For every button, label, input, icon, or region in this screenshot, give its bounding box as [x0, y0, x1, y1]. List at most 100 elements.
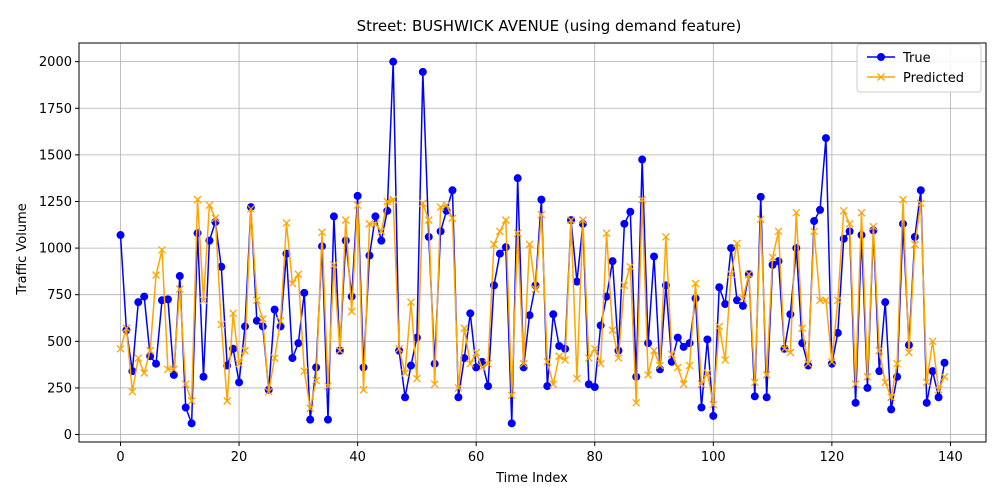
- series-predicted: [116, 195, 949, 413]
- predicted-point: [750, 378, 759, 387]
- predicted-point: [774, 227, 783, 236]
- true-point: [270, 305, 279, 314]
- true-point: [276, 322, 285, 331]
- true-point: [679, 342, 688, 351]
- predicted-point: [430, 380, 439, 389]
- y-tick-label: 250: [47, 381, 72, 396]
- predicted-point: [300, 367, 309, 376]
- predicted-point: [282, 218, 291, 227]
- predicted-point: [418, 199, 427, 208]
- predicted-point: [644, 370, 653, 379]
- true-point: [816, 205, 825, 214]
- true-point: [513, 174, 522, 183]
- axes-frame: [78, 42, 987, 443]
- true-point: [306, 415, 315, 424]
- series-line-predicted: [119, 198, 946, 410]
- legend: True Predicted: [856, 43, 982, 93]
- predicted-point: [744, 270, 753, 279]
- true-point: [875, 367, 884, 376]
- predicted-point: [347, 307, 356, 316]
- predicted-point: [466, 359, 475, 368]
- predicted-point: [122, 324, 131, 333]
- predicted-point: [804, 359, 813, 368]
- predicted-point: [264, 387, 273, 396]
- predicted-point: [229, 309, 238, 318]
- predicted-point: [893, 359, 902, 368]
- true-point: [187, 419, 196, 428]
- predicted-point: [175, 285, 184, 294]
- predicted-point: [655, 361, 664, 370]
- predicted-point: [910, 240, 919, 249]
- true-point: [851, 398, 860, 407]
- true-point: [377, 236, 386, 245]
- predicted-point: [673, 363, 682, 372]
- predicted-point: [436, 203, 445, 212]
- grid: [79, 43, 986, 442]
- true-point: [448, 186, 457, 195]
- predicted-point: [709, 400, 718, 409]
- predicted-point: [223, 397, 232, 405]
- true-point: [140, 292, 149, 301]
- predicted-point: [318, 228, 327, 237]
- true-point: [655, 365, 664, 374]
- predicted-point: [241, 346, 249, 355]
- predicted-point: [335, 346, 344, 355]
- true-point: [169, 370, 178, 379]
- predicted-point: [792, 208, 801, 217]
- predicted-point: [827, 357, 836, 366]
- predicted-point: [128, 387, 137, 396]
- true-point: [821, 134, 830, 143]
- x-tick-label: 100: [701, 450, 726, 465]
- predicted-point: [798, 324, 807, 333]
- true-point: [300, 288, 309, 297]
- predicted-point: [780, 344, 789, 353]
- predicted-point: [353, 201, 362, 210]
- predicted-point: [519, 359, 528, 368]
- true-point: [537, 195, 546, 204]
- true-point: [863, 383, 872, 392]
- predicted-point: [383, 197, 392, 206]
- predicted-point: [211, 214, 220, 223]
- predicted-point: [845, 219, 854, 228]
- true-point: [418, 67, 427, 76]
- predicted-point: [721, 356, 730, 364]
- predicted-point: [934, 385, 943, 394]
- predicted-point: [448, 214, 457, 223]
- predicted-point: [786, 348, 795, 357]
- true-point: [703, 335, 712, 344]
- x-tick-label: 80: [586, 450, 603, 465]
- predicted-point: [851, 380, 860, 389]
- predicted-point: [341, 216, 350, 225]
- y-tick-label: 0: [64, 428, 72, 443]
- predicted-point: [377, 227, 386, 236]
- true-point: [733, 296, 742, 305]
- true-point: [235, 378, 244, 387]
- true-point: [738, 301, 747, 310]
- predicted-point: [555, 352, 564, 361]
- predicted-point: [833, 296, 842, 305]
- predicted-point: [667, 350, 676, 359]
- true-point: [762, 393, 771, 402]
- predicted-point: [638, 195, 647, 204]
- predicted-point: [490, 240, 498, 249]
- predicted-point: [306, 404, 315, 413]
- predicted-point: [590, 344, 599, 353]
- true-point: [697, 403, 706, 412]
- true-point: [199, 372, 208, 381]
- predicted-point: [922, 378, 931, 387]
- predicted-point: [928, 337, 937, 346]
- predicted-point: [412, 374, 421, 383]
- true-point: [501, 243, 510, 252]
- predicted-point: [442, 201, 451, 210]
- predicted-point: [756, 215, 765, 224]
- predicted-point: [365, 219, 374, 228]
- predicted-point: [691, 279, 700, 288]
- true-point: [709, 411, 718, 420]
- true-point: [454, 393, 463, 402]
- true-point: [353, 191, 362, 200]
- predicted-point: [762, 370, 771, 379]
- predicted-point: [596, 359, 605, 368]
- true-point: [928, 367, 937, 376]
- true-point: [644, 339, 653, 348]
- predicted-point: [276, 316, 285, 325]
